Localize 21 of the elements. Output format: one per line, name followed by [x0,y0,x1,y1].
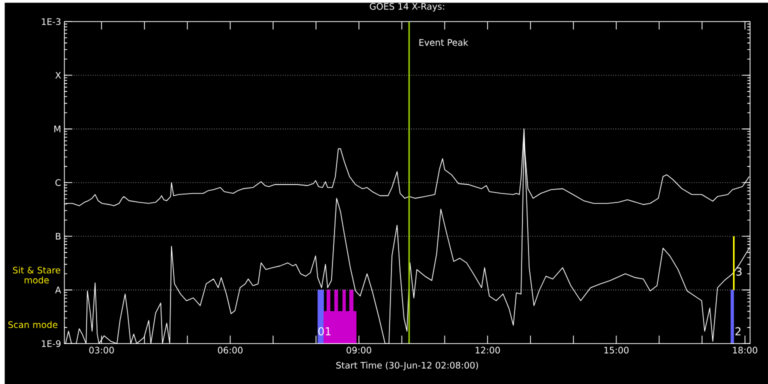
x-tick-label: 06:00 [218,346,243,354]
ref-line-label: Event Peak [419,38,468,46]
x-tick-label: 18:00 [733,346,758,354]
x-tick-label: 15:00 [604,346,629,354]
x-tick-label: 03:00 [89,346,114,354]
chart-title: GOES 14 X-Rays: [370,2,444,12]
y-tick-label: 1E-9 [42,340,61,347]
x-axis-title: Start Time (30-Jun-12 02:08:00) [336,362,478,370]
y-tick-label: X [55,72,61,78]
annotation: 2 [735,327,740,336]
y-tick-label: C [55,179,61,186]
annotation: 3 [736,267,742,276]
y-tick-label: A [55,286,62,294]
x-tick-label: 09:00 [346,346,372,354]
annotation: 01 [318,326,331,336]
y-tick-label: B [56,232,61,240]
x-tick-label: 12:00 [476,346,500,354]
y-tick-label: M [54,126,60,132]
y-tick-label: 1E-3 [42,18,60,25]
text: Sit & Stare mode [13,266,60,284]
text: Scan mode [8,320,58,328]
